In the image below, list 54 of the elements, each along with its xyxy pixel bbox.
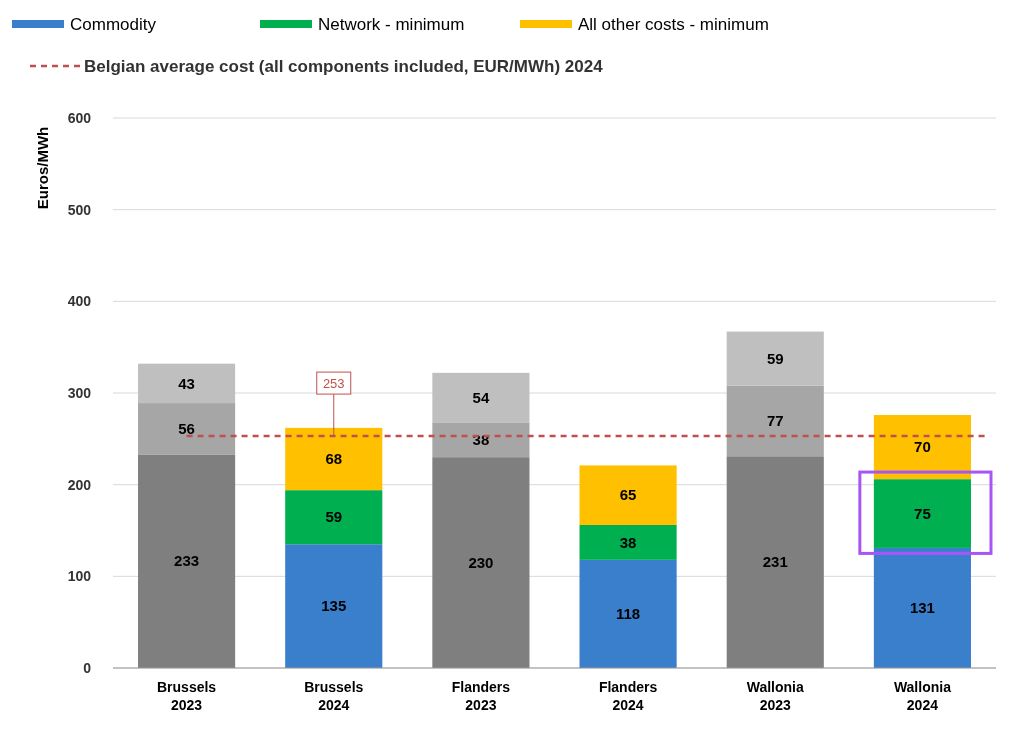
bar [285, 544, 383, 668]
data-label: 75 [914, 504, 931, 522]
data-label: 118 [615, 605, 641, 623]
bar [873, 479, 971, 548]
y-tick-label: 300 [67, 384, 92, 401]
bar [579, 559, 677, 668]
bar [726, 331, 824, 386]
x-tick-label: Flanders 2023 [451, 679, 511, 713]
bar [432, 372, 530, 423]
y-tick-label: 500 [67, 201, 92, 218]
legend-label: All other costs - minimum [578, 14, 769, 34]
bar [579, 465, 677, 525]
annotation: 253 [322, 375, 345, 391]
data-label: 59 [766, 349, 784, 367]
data-label: 56 [178, 420, 195, 437]
y-tick-label: 0 [83, 659, 92, 676]
bar [726, 456, 824, 668]
data-label: 70 [914, 438, 931, 456]
x-tick-label: Wallonia 2023 [746, 679, 804, 713]
legend-label: Belgian average cost (all components included, EUR/MWh) 2024 [84, 56, 604, 76]
data-label: 68 [325, 450, 343, 468]
y-axis-title: Euros/MWh [34, 126, 51, 210]
bar [138, 454, 236, 668]
bar [726, 385, 824, 457]
y-tick-label: 400 [67, 293, 92, 310]
x-tick-label: Brussels 2024 [304, 679, 364, 713]
y-tick-label: 600 [67, 109, 92, 126]
x-tick-label: Brussels 2023 [157, 679, 217, 713]
data-label: 59 [325, 508, 343, 526]
data-label: 233 [174, 552, 200, 570]
data-label: 65 [619, 486, 637, 504]
bar [873, 547, 971, 668]
data-label: 43 [178, 374, 195, 392]
bar [285, 490, 383, 545]
bar [138, 403, 236, 455]
y-tick-label: 200 [67, 476, 92, 493]
legend-label: Commodity [70, 14, 157, 34]
bar [579, 525, 677, 560]
data-label: 77 [766, 412, 784, 430]
bar [873, 415, 971, 480]
legend-label: Network - minimum [318, 14, 465, 34]
bar [432, 422, 530, 458]
bar [138, 363, 236, 404]
data-label: 54 [472, 388, 490, 406]
data-label: 231 [762, 553, 788, 571]
data-label: 230 [468, 553, 494, 571]
bar [285, 427, 383, 491]
data-label: 38 [619, 533, 637, 551]
y-tick-label: 100 [67, 568, 92, 585]
bar [432, 457, 530, 668]
x-tick-label: Flanders 2024 [598, 679, 658, 713]
data-label: 135 [321, 597, 347, 615]
data-label: 131 [909, 599, 935, 617]
x-tick-label: Wallonia 2024 [893, 679, 952, 713]
